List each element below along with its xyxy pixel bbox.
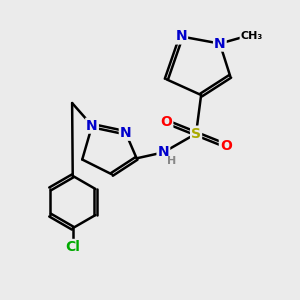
Text: H: H xyxy=(167,156,176,166)
Text: Cl: Cl xyxy=(65,240,80,254)
Text: N: N xyxy=(86,118,98,133)
Text: O: O xyxy=(160,115,172,129)
Text: CH₃: CH₃ xyxy=(241,32,263,41)
Text: N: N xyxy=(214,37,226,51)
Text: S: S xyxy=(191,127,201,141)
Text: N: N xyxy=(176,29,187,44)
Text: N: N xyxy=(158,146,169,159)
Text: N: N xyxy=(120,126,131,140)
Text: O: O xyxy=(220,139,232,152)
